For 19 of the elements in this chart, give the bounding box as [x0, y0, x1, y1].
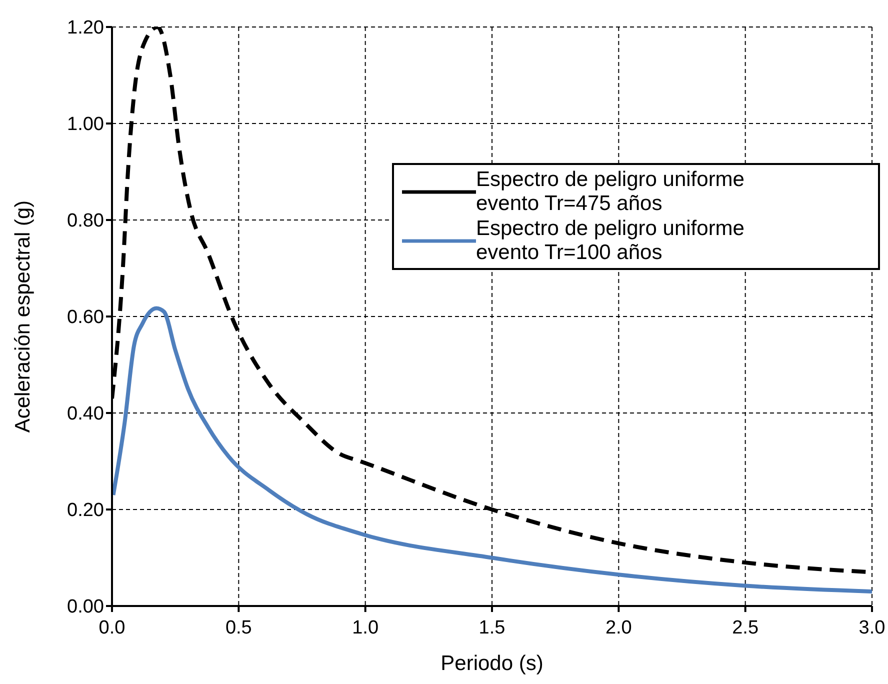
x-tick-label: 1.5	[478, 617, 506, 638]
y-tick-label: 0.20	[67, 500, 104, 522]
y-axis-title: Aceleración espectral (g)	[11, 200, 34, 433]
x-tick-label: 3.0	[858, 617, 886, 638]
legend-label: Espectro de peligro uniforme evento Tr=475 años	[476, 168, 746, 216]
y-tick-label: 1.20	[67, 18, 104, 39]
y-tick-label: 1.00	[67, 114, 104, 136]
x-tick-label: 2.0	[605, 617, 632, 638]
x-tick-label: 0.5	[225, 617, 252, 638]
x-tick-label: 0.0	[98, 617, 126, 638]
x-axis-title: Periodo (s)	[440, 652, 544, 675]
y-tick-label: 0.40	[67, 404, 104, 425]
legend-label: Espectro de peligro uniforme evento Tr=100 años	[476, 217, 746, 265]
x-tick-label: 1.0	[352, 617, 379, 638]
y-tick-label: 0.00	[67, 596, 104, 618]
line-series	[112, 306, 872, 594]
x-tick-label: 2.5	[732, 617, 759, 638]
y-tick-label: 0.80	[67, 210, 104, 232]
y-tick-label: 0.60	[67, 307, 104, 328]
